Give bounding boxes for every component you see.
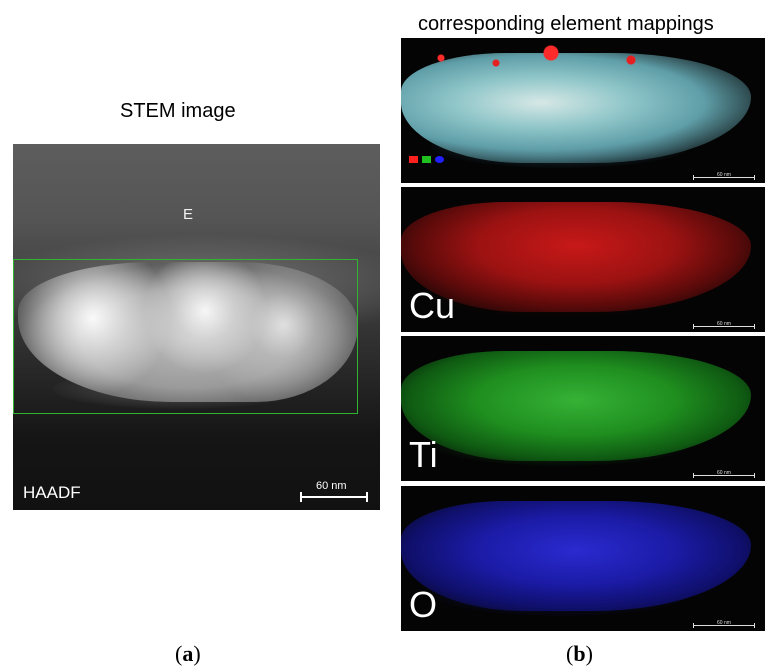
label-e: E xyxy=(183,206,194,223)
map-scale-bar xyxy=(693,175,755,180)
legend-ti-swatch xyxy=(422,156,431,163)
map-scale-bar xyxy=(693,324,755,329)
legend-o-swatch xyxy=(435,156,444,163)
map-scale-bar xyxy=(693,473,755,478)
ti-map: Ti 60 nm xyxy=(401,336,765,481)
cu-map: Cu 60 nm xyxy=(401,187,765,332)
element-label-cu: Cu xyxy=(409,285,456,326)
caption-b-letter: b xyxy=(573,641,586,666)
map-legend xyxy=(409,156,444,163)
map-scale-bar xyxy=(693,623,755,628)
map-scale-bar-label: 60 nm xyxy=(717,620,731,626)
o-map: O 60 nm xyxy=(401,486,765,631)
caption-b: (b) xyxy=(566,641,593,666)
caption-a-letter: a xyxy=(182,641,194,666)
map-scale-bar-label: 60 nm xyxy=(717,470,731,476)
map-scale-bar-label: 60 nm xyxy=(717,172,731,178)
particle-region xyxy=(18,262,358,402)
scale-bar-label: 60 nm xyxy=(316,480,347,492)
o-distribution xyxy=(401,501,751,611)
stem-image-title: STEM image xyxy=(120,100,236,122)
scale-bar xyxy=(300,492,368,502)
element-label-o: O xyxy=(409,584,438,625)
cu-distribution xyxy=(401,202,751,312)
composite-map: 60 nm xyxy=(401,38,765,183)
element-mappings-title: corresponding element mappings xyxy=(418,13,714,35)
stem-haadf-image: E HAADF 60 nm xyxy=(13,144,380,510)
cu-hotspots xyxy=(401,38,765,78)
element-label-ti: Ti xyxy=(409,434,438,475)
roi-box xyxy=(13,259,358,414)
legend-cu-swatch xyxy=(409,156,418,163)
caption-a: (a) xyxy=(175,641,201,666)
ti-distribution xyxy=(401,351,751,461)
label-haadf: HAADF xyxy=(23,483,81,502)
map-scale-bar-label: 60 nm xyxy=(717,321,731,327)
